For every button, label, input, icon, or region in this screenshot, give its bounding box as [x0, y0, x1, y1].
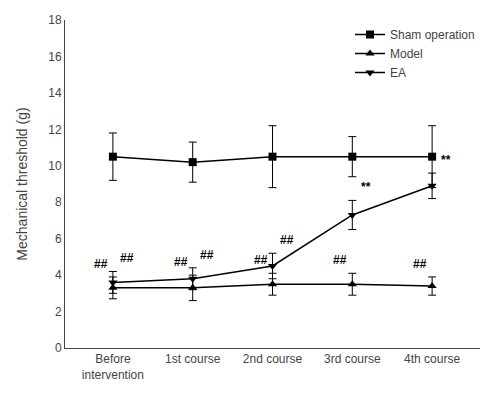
- svg-text:2: 2: [55, 305, 62, 319]
- svg-text:4: 4: [55, 268, 62, 282]
- svg-text:##: ##: [120, 251, 134, 265]
- svg-text:16: 16: [48, 50, 62, 64]
- svg-text:18: 18: [48, 13, 62, 27]
- svg-text:Mechanical threshold (g): Mechanical threshold (g): [14, 107, 30, 260]
- svg-text:##: ##: [94, 257, 108, 271]
- svg-text:##: ##: [280, 233, 294, 247]
- svg-text:12: 12: [48, 123, 62, 137]
- svg-text:**: **: [361, 180, 371, 194]
- svg-text:6: 6: [55, 232, 62, 246]
- svg-text:1st course: 1st course: [165, 352, 221, 366]
- svg-text:Beforeintervention: Beforeintervention: [82, 352, 144, 382]
- svg-text:##: ##: [333, 253, 347, 267]
- svg-text:8: 8: [55, 195, 62, 209]
- svg-text:0: 0: [55, 341, 62, 355]
- svg-text:##: ##: [174, 255, 188, 269]
- svg-text:##: ##: [254, 253, 268, 267]
- svg-text:##: ##: [413, 257, 427, 271]
- svg-text:4th course: 4th course: [404, 352, 460, 366]
- svg-text:3rd course: 3rd course: [324, 352, 381, 366]
- svg-text:10: 10: [48, 159, 62, 173]
- svg-text:2nd course: 2nd course: [243, 352, 303, 366]
- svg-text:**: **: [441, 153, 451, 167]
- svg-text:Model: Model: [390, 47, 423, 61]
- svg-text:Sham operation: Sham operation: [390, 28, 475, 42]
- svg-text:14: 14: [48, 86, 62, 100]
- svg-text:##: ##: [200, 248, 214, 262]
- svg-text:EA: EA: [390, 66, 406, 80]
